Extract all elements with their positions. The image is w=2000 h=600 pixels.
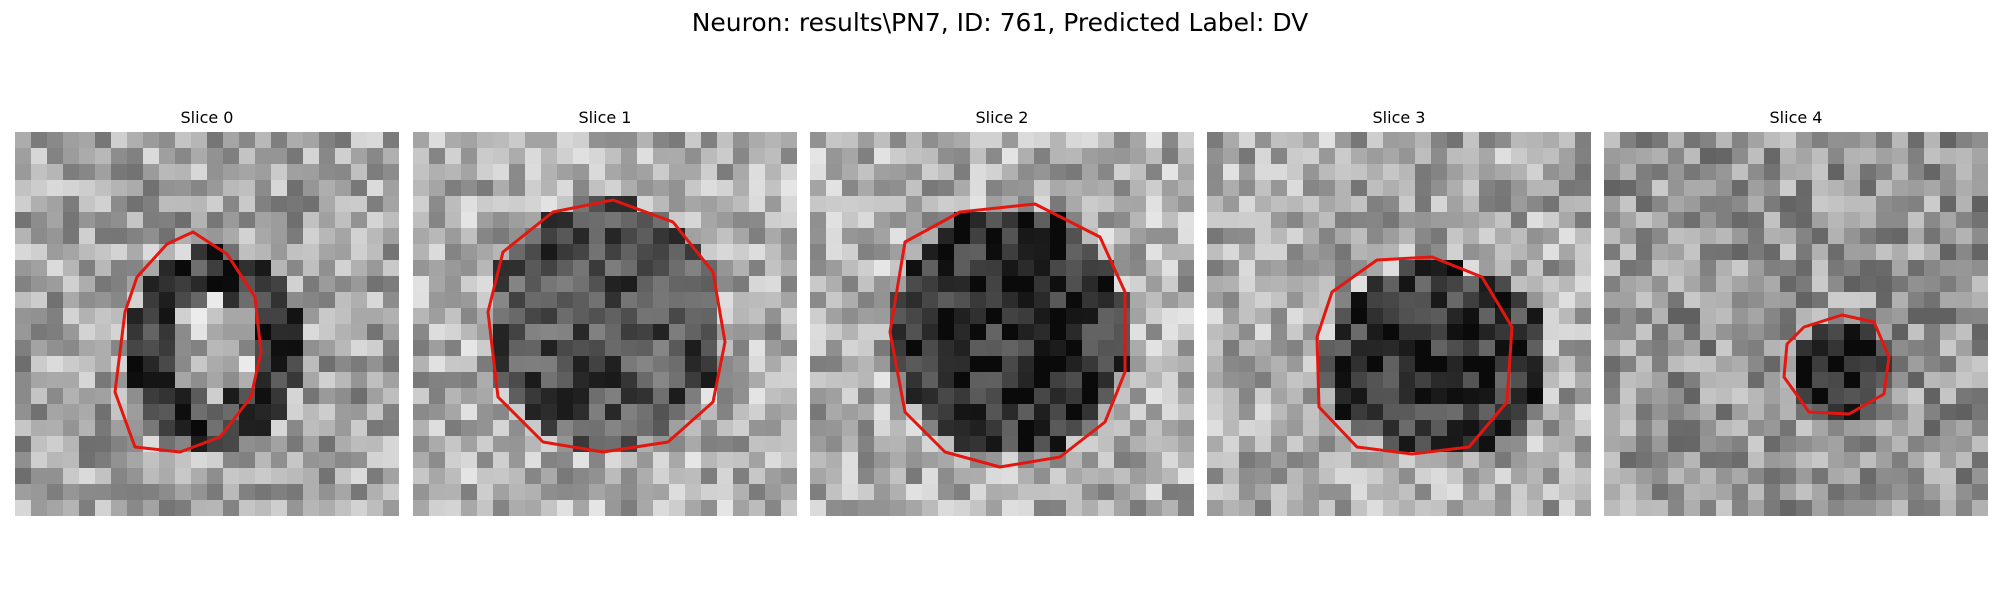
slice-title-4: Slice 4 — [1769, 108, 1823, 127]
slice-panel-2: Slice 2 — [810, 108, 1194, 516]
slice-panel-4: Slice 4 — [1604, 108, 1988, 516]
segmentation-contour — [888, 202, 1127, 469]
segmentation-contour — [113, 230, 263, 454]
slice-panel-0: Slice 0 — [15, 108, 399, 516]
slice-image-4 — [1604, 132, 1988, 516]
slice-title-1: Slice 1 — [578, 108, 632, 127]
slice-image-0 — [15, 132, 399, 516]
slice-title-2: Slice 2 — [975, 108, 1029, 127]
slice-image-2 — [810, 132, 1194, 516]
slice-image-1 — [413, 132, 797, 516]
segmentation-contour — [1315, 255, 1514, 456]
segmentation-contour — [1782, 313, 1891, 416]
slice-title-0: Slice 0 — [180, 108, 234, 127]
figure-title: Neuron: results\PN7, ID: 761, Predicted … — [691, 8, 1309, 37]
slice-panel-3: Slice 3 — [1207, 108, 1591, 516]
segmentation-contour — [486, 198, 727, 454]
slice-panel-1: Slice 1 — [413, 108, 797, 516]
slice-title-3: Slice 3 — [1372, 108, 1426, 127]
slice-image-3 — [1207, 132, 1591, 516]
